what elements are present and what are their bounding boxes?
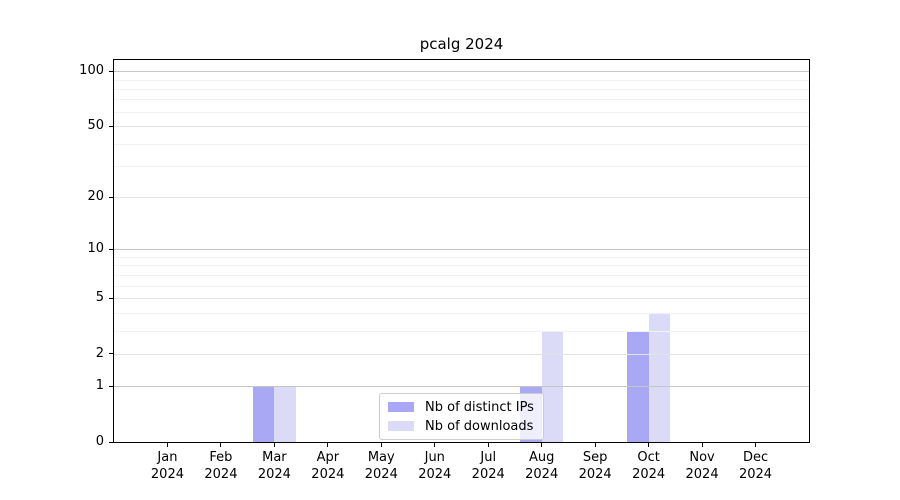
x-axis-tick-label: Dec 2024 <box>738 450 773 482</box>
gridline-minor <box>114 99 809 101</box>
y-axis-tick-label: 100 <box>79 63 104 79</box>
bar-distinct-ips-mar <box>252 386 275 442</box>
chart-title: pcalg 2024 <box>419 35 504 53</box>
x-axis-tick <box>648 442 650 447</box>
x-axis-tick-label: Apr 2024 <box>311 450 345 482</box>
gridline-minor <box>114 88 809 90</box>
x-axis-tick <box>594 442 596 447</box>
x-axis-tick <box>220 442 222 447</box>
legend-item-downloads: Nb of downloads <box>388 418 534 434</box>
y-axis-tick <box>109 248 114 250</box>
gridline-minor <box>114 166 809 168</box>
x-axis-tick <box>327 442 329 447</box>
legend-swatch-downloads-icon <box>388 421 414 431</box>
gridline-major <box>114 249 809 251</box>
y-axis-tick-label: 0 <box>95 434 104 449</box>
y-axis-tick-label: 20 <box>87 189 104 205</box>
legend-label-distinct-ips: Nb of distinct IPs <box>425 399 534 415</box>
gridline-minor <box>114 285 809 287</box>
x-axis-tick-label: Jan 2024 <box>150 450 184 482</box>
x-axis-tick-label: Mar 2024 <box>257 450 291 482</box>
gridline-major <box>114 386 809 388</box>
bar-downloads-aug <box>541 330 564 442</box>
x-axis-tick-label: Nov 2024 <box>685 450 719 482</box>
chart-legend: Nb of distinct IPs Nb of downloads <box>379 393 544 440</box>
y-axis-tick <box>109 297 114 299</box>
legend-swatch-distinct-ips-icon <box>388 402 414 412</box>
gridline-major <box>114 298 809 299</box>
x-axis-tick-label: Jun 2024 <box>418 450 452 482</box>
x-axis-tick <box>166 442 168 447</box>
gridline-minor <box>114 111 809 113</box>
legend-label-downloads: Nb of downloads <box>425 418 534 434</box>
x-axis-tick-label: Jul 2024 <box>471 450 505 482</box>
y-axis-tick <box>109 196 114 198</box>
x-axis-tick <box>701 442 703 447</box>
x-axis-tick <box>380 442 382 447</box>
bar-distinct-ips-oct <box>627 330 649 442</box>
x-axis-tick-label: Oct 2024 <box>632 450 666 482</box>
bar-downloads-oct <box>648 312 671 442</box>
gridline-minor <box>114 143 809 145</box>
gridline-minor <box>114 265 809 267</box>
y-axis-tick <box>109 385 114 387</box>
bar-downloads-mar <box>274 386 296 442</box>
x-axis-tick <box>273 442 275 447</box>
x-axis-tick <box>541 442 543 447</box>
gridline-major <box>114 126 809 128</box>
y-axis-tick-label: 10 <box>87 241 104 257</box>
gridline-minor <box>114 312 809 314</box>
gridline-major <box>114 71 809 73</box>
gridline-minor <box>114 274 809 276</box>
y-axis-tick <box>109 125 114 127</box>
gridline-major <box>114 353 809 355</box>
x-axis-tick-label: Aug 2024 <box>525 450 559 482</box>
x-axis-tick-label: Sep 2024 <box>578 450 612 482</box>
y-axis-tick-label: 2 <box>95 345 104 361</box>
x-axis-tick-label: Feb 2024 <box>204 450 238 482</box>
x-axis-tick <box>487 442 489 447</box>
y-axis-tick <box>109 353 114 355</box>
legend-item-distinct-ips: Nb of distinct IPs <box>388 399 534 415</box>
gridline-minor <box>114 79 809 81</box>
y-axis-tick-label: 5 <box>95 290 104 305</box>
x-axis-tick <box>755 442 757 447</box>
gridline-minor <box>114 256 809 258</box>
plot-area: Nb of distinct IPs Nb of downloads <box>113 59 810 443</box>
gridline-minor <box>114 330 809 332</box>
y-axis-tick-label: 50 <box>87 118 104 134</box>
y-axis-tick <box>109 70 114 72</box>
y-axis-tick-label: 1 <box>95 378 104 394</box>
y-axis-tick <box>109 441 114 443</box>
x-axis-tick <box>434 442 436 447</box>
gridline-major <box>114 197 809 199</box>
x-axis-tick-label: May 2024 <box>364 450 398 482</box>
